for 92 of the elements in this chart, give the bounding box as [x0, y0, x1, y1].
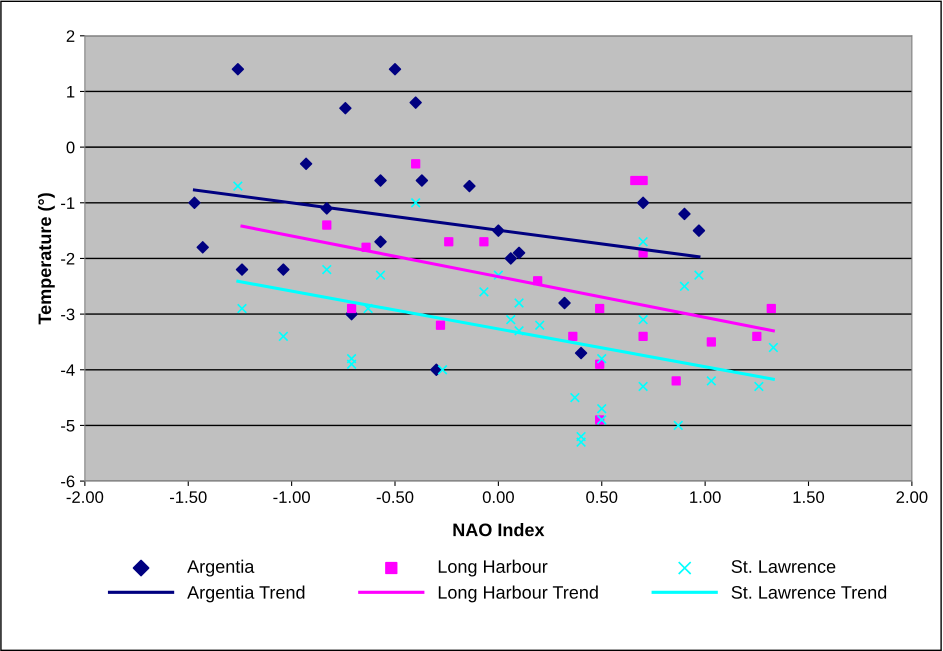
legend-label: Long Harbour Trend	[438, 586, 598, 602]
point	[706, 337, 716, 347]
y-tick-label: -6	[61, 475, 74, 488]
point	[232, 62, 244, 76]
point	[444, 237, 454, 246]
point	[568, 332, 578, 342]
point	[692, 224, 706, 237]
point	[514, 298, 524, 308]
x-tick-label: 0.00	[482, 491, 514, 504]
point	[463, 180, 476, 192]
x-tick-label: -0.50	[376, 491, 414, 504]
point	[493, 270, 504, 280]
point	[411, 159, 420, 168]
legend-label: St. Lawrence	[732, 560, 836, 573]
y-tick-label: -4	[61, 364, 75, 376]
point	[436, 320, 446, 330]
point	[322, 220, 332, 230]
point	[638, 332, 648, 342]
point	[236, 263, 248, 276]
point	[409, 96, 422, 109]
point	[514, 326, 524, 336]
x-tick-label: 2.00	[896, 491, 928, 504]
point	[576, 437, 586, 448]
point	[638, 381, 648, 392]
y-tick-label: -3	[61, 308, 74, 320]
point	[672, 376, 681, 386]
point	[752, 332, 762, 342]
point	[636, 196, 650, 209]
point	[574, 346, 588, 360]
x-tick-label: 1.00	[690, 491, 721, 504]
y-tick-label: 0	[66, 142, 74, 154]
point	[630, 176, 640, 186]
point	[322, 264, 332, 275]
point	[570, 392, 580, 403]
legend-label: Long Harbour	[438, 560, 548, 577]
y-tick-label: -2	[61, 252, 74, 264]
point	[595, 304, 604, 314]
point	[596, 354, 607, 364]
point	[506, 314, 516, 325]
point	[638, 176, 648, 186]
point	[188, 196, 201, 209]
point	[410, 198, 421, 208]
point	[374, 174, 387, 187]
point	[479, 237, 489, 246]
point	[638, 236, 648, 247]
point	[346, 354, 357, 364]
point	[478, 286, 490, 297]
point	[558, 296, 571, 310]
point	[346, 304, 356, 314]
point	[596, 414, 607, 425]
point	[232, 180, 243, 192]
point	[673, 420, 684, 431]
legend-label: Argentia	[187, 560, 254, 577]
point	[374, 236, 387, 248]
point	[236, 303, 248, 314]
point	[339, 102, 352, 114]
point	[679, 281, 690, 292]
x-tick-label: -1.00	[273, 491, 310, 504]
y-tick-label: -1	[61, 197, 74, 209]
y-tick-label: 1	[67, 86, 74, 98]
legend-label: Argentia Trend	[187, 586, 304, 602]
x-tick-label: -1.50	[170, 491, 207, 504]
y-tick-label: 2	[66, 30, 74, 42]
point	[694, 270, 704, 280]
point	[512, 246, 526, 260]
point	[278, 331, 288, 342]
point	[363, 303, 374, 314]
point	[678, 208, 691, 220]
x-axis-title: NAO Index	[453, 523, 544, 536]
point	[638, 314, 648, 325]
point	[346, 359, 357, 370]
x-tick-label: -2.00	[66, 491, 104, 504]
legend-label: St. Lawrence Trend	[732, 586, 886, 599]
point	[416, 174, 428, 187]
point	[754, 381, 764, 392]
point	[768, 342, 778, 353]
y-axis-title: Temperature (°)	[38, 193, 55, 324]
point	[576, 431, 586, 442]
point	[300, 158, 312, 170]
point	[388, 62, 402, 76]
point	[375, 270, 386, 280]
point	[277, 263, 290, 276]
x-tick-label: 0.50	[586, 491, 618, 504]
point	[766, 304, 776, 314]
point	[196, 241, 209, 254]
point	[437, 364, 448, 375]
point	[534, 320, 545, 330]
x-tick-label: 1.50	[794, 491, 824, 504]
point	[504, 252, 517, 265]
y-tick-label: -5	[61, 420, 74, 432]
point	[706, 376, 716, 386]
point	[596, 404, 607, 414]
